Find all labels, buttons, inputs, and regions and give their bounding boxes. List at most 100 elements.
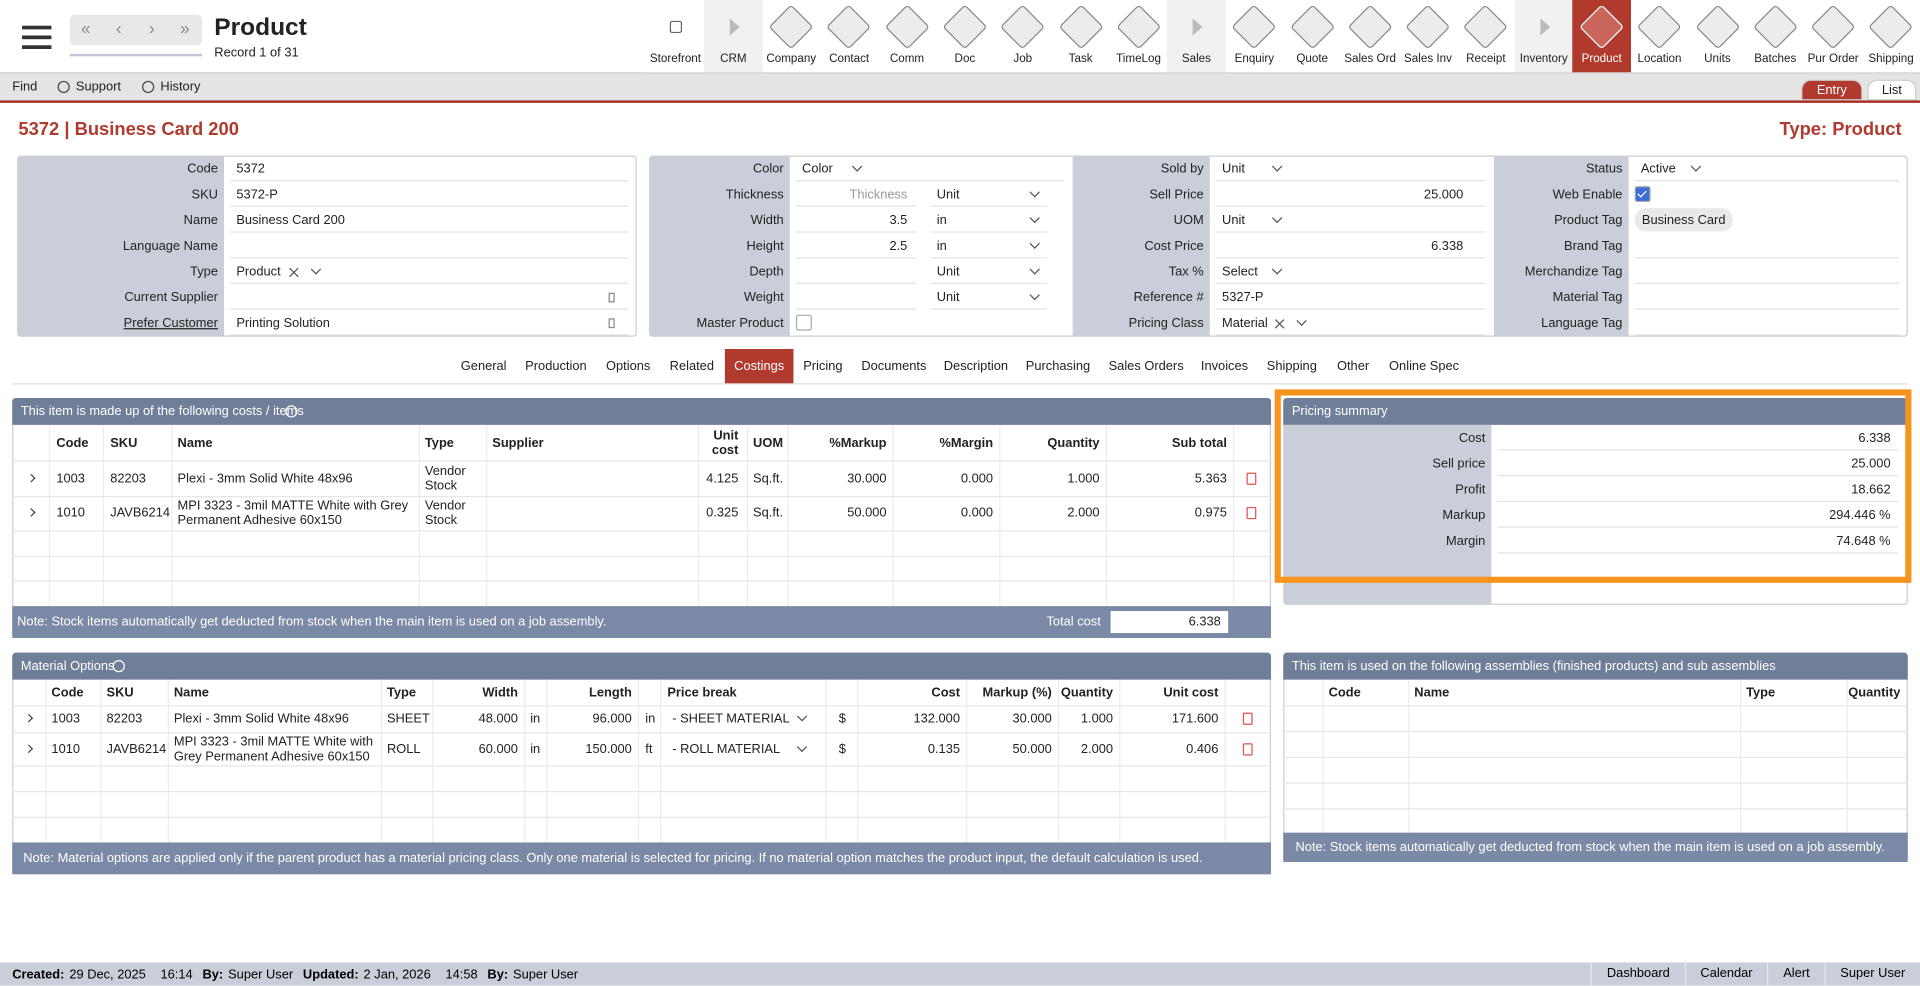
panel-title: This item is made up of the following co…	[20, 404, 304, 419]
tab[interactable]: Sales Orders	[1108, 358, 1184, 374]
unit-select[interactable]: Unit	[936, 187, 960, 203]
view-tab-label[interactable]: List	[1881, 82, 1902, 98]
checkbox[interactable]	[795, 314, 812, 331]
footer-link[interactable]: Dashboard	[1590, 962, 1685, 986]
toolbar-label[interactable]: Receipt	[1466, 52, 1506, 66]
toolbar-label[interactable]: Units	[1704, 52, 1731, 66]
tab[interactable]: Purchasing	[1025, 358, 1091, 374]
field-label[interactable]: Prefer Customer	[123, 315, 218, 331]
column-header: Unit cost	[1163, 685, 1219, 700]
toolbar-item[interactable]	[704, 0, 763, 73]
toolbar-item[interactable]	[1514, 0, 1573, 73]
cell: 1010	[51, 741, 81, 757]
cell[interactable]: - ROLL MATERIAL	[672, 741, 781, 757]
footer-link[interactable]: Alert	[1767, 962, 1824, 986]
toolbar-label[interactable]: Storefront	[649, 52, 702, 66]
tab[interactable]: Costings	[734, 358, 785, 374]
lookup-icon[interactable]	[608, 318, 615, 329]
tab[interactable]: Options	[606, 358, 651, 374]
lookup-icon[interactable]	[608, 292, 615, 303]
field-placeholder[interactable]: Thickness	[849, 187, 908, 203]
toolbar-label[interactable]: CRM	[720, 52, 747, 66]
field-value[interactable]: 3.5	[889, 213, 908, 228]
field-value[interactable]: Color	[802, 161, 833, 177]
unit-select[interactable]: in	[936, 213, 947, 228]
sub-button[interactable]: Support	[75, 79, 121, 95]
toolbar-label[interactable]: Location	[1637, 52, 1682, 66]
toolbar-label[interactable]: Pur Order	[1807, 52, 1859, 66]
sub-button[interactable]: Find	[12, 79, 38, 95]
field-value[interactable]: 25.000	[1423, 187, 1464, 203]
tab[interactable]: Shipping	[1266, 358, 1317, 374]
toolbar-label[interactable]: Contact	[829, 52, 870, 66]
tab[interactable]: Documents	[861, 358, 927, 374]
field-value[interactable]: Material	[1222, 315, 1268, 331]
view-tab[interactable]	[1867, 79, 1917, 101]
unit-select[interactable]: Unit	[936, 290, 960, 305]
field-value[interactable]: 5327-P	[1222, 290, 1264, 305]
tab[interactable]: Description	[943, 358, 1009, 374]
field-value[interactable]: Unit	[1222, 213, 1245, 228]
field-value[interactable]: Printing Solution	[236, 315, 330, 331]
cell: in	[645, 711, 656, 727]
toolbar-item[interactable]	[1167, 0, 1226, 73]
menu-icon[interactable]	[22, 35, 52, 39]
unit-select[interactable]: in	[936, 238, 947, 254]
toolbar-label[interactable]: Enquiry	[1234, 52, 1275, 66]
field-value[interactable]: Active	[1640, 161, 1676, 177]
footer-value: Super User	[513, 966, 579, 982]
delete-icon[interactable]	[1246, 506, 1257, 520]
nav-button[interactable]: ›	[148, 18, 155, 38]
view-tab[interactable]	[1801, 79, 1863, 101]
toolbar-label[interactable]: Sales Ord	[1344, 52, 1396, 66]
field-underline	[1497, 475, 1898, 477]
view-tab-label[interactable]: Entry	[1816, 82, 1847, 98]
col-line	[1740, 679, 1742, 833]
toolbar-label[interactable]: Task	[1068, 52, 1093, 66]
menu-icon[interactable]	[22, 45, 52, 49]
toolbar-label[interactable]: Product	[1581, 52, 1622, 66]
toolbar-label[interactable]: Doc	[954, 52, 976, 66]
toolbar-label[interactable]: Inventory	[1519, 52, 1568, 66]
add-icon[interactable]	[285, 405, 298, 418]
tab[interactable]: Production	[525, 358, 587, 374]
field-value[interactable]: 6.338	[1431, 238, 1464, 254]
field-value[interactable]: Select	[1222, 264, 1258, 280]
toolbar-label[interactable]: Job	[1013, 52, 1033, 66]
toolbar-label[interactable]: Company	[766, 52, 817, 66]
toolbar-label[interactable]: Comm	[889, 52, 925, 66]
toolbar-label[interactable]: Batches	[1754, 52, 1797, 66]
toolbar-label[interactable]: Sales	[1181, 52, 1211, 66]
toolbar-label[interactable]: Shipping	[1868, 52, 1914, 66]
delete-icon[interactable]	[1242, 712, 1253, 725]
field-value[interactable]: Product	[236, 264, 281, 280]
field-value[interactable]: Business Card 200	[236, 213, 345, 228]
nav-button[interactable]: «	[80, 18, 91, 38]
toolbar-label[interactable]: Quote	[1296, 52, 1329, 66]
tab[interactable]: Pricing	[803, 358, 843, 374]
footer-link[interactable]: Calendar	[1684, 962, 1767, 986]
delete-icon[interactable]	[1242, 742, 1253, 755]
tab[interactable]: Related	[669, 358, 715, 374]
tab[interactable]: Invoices	[1200, 358, 1249, 374]
tab[interactable]: Online Spec	[1389, 358, 1460, 374]
toolbar-label[interactable]: Sales Inv	[1404, 52, 1452, 66]
footer-link[interactable]: Super User	[1824, 962, 1920, 986]
cell[interactable]: - SHEET MATERIAL	[672, 711, 790, 727]
toolbar-item[interactable]	[646, 0, 705, 73]
checkbox[interactable]	[1634, 186, 1651, 203]
field-value[interactable]: 2.5	[889, 238, 908, 254]
field-value[interactable]: 5372	[236, 161, 265, 177]
field-value[interactable]: Unit	[1222, 161, 1245, 177]
unit-select[interactable]: Unit	[936, 264, 960, 280]
delete-icon[interactable]	[1246, 472, 1257, 485]
nav-button[interactable]: ‹	[115, 18, 122, 38]
nav-button[interactable]: »	[180, 18, 190, 38]
tab[interactable]: General	[460, 358, 507, 374]
field-value[interactable]: 5372-P	[236, 187, 278, 203]
sub-button[interactable]: History	[160, 79, 201, 95]
toolbar-label[interactable]: TimeLog	[1116, 52, 1161, 66]
add-icon[interactable]	[112, 660, 125, 673]
menu-icon[interactable]	[22, 25, 52, 29]
tab[interactable]: Other	[1336, 358, 1370, 374]
